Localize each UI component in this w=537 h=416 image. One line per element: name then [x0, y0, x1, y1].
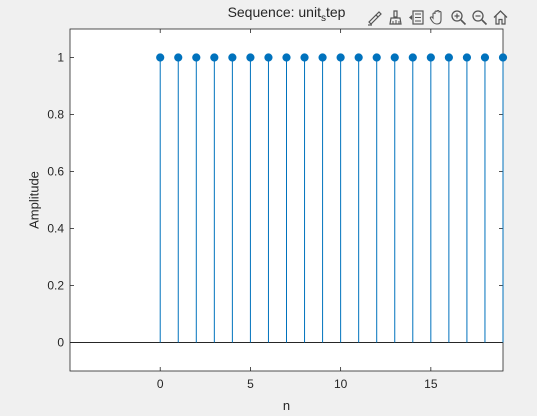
- y-axis-label: Amplitude: [26, 171, 42, 229]
- stem-marker: [444, 53, 453, 62]
- x-tick-label: 5: [247, 377, 254, 391]
- x-tick-label: 15: [424, 377, 438, 391]
- y-tick-label: 0.4: [47, 222, 64, 236]
- stem-marker: [372, 53, 381, 62]
- brush-icon: [367, 10, 382, 26]
- zoom-in-button[interactable]: [448, 7, 468, 27]
- stem-marker: [210, 53, 219, 62]
- y-tick-label: 0.8: [47, 108, 64, 122]
- y-tick-label: 1: [57, 51, 64, 65]
- brush-button[interactable]: [364, 7, 384, 27]
- data-tips-button[interactable]: [385, 7, 405, 27]
- stem-marker: [462, 53, 472, 62]
- restore-view-button[interactable]: [490, 7, 510, 27]
- tick-layer: 0 5 10 15 0 0.2 0.4 0.6 0.8 1: [47, 29, 503, 391]
- zoom-out-button[interactable]: [469, 7, 489, 27]
- stem-marker: [300, 53, 309, 62]
- stem-marker: [390, 53, 399, 62]
- stem-marker: [228, 53, 237, 62]
- x-tick-label: 0: [157, 377, 164, 391]
- stem-marker: [318, 53, 327, 62]
- stem-marker: [246, 53, 255, 62]
- stem-marker: [480, 53, 490, 62]
- zoom-in-icon: [450, 9, 466, 25]
- pan-button[interactable]: [427, 7, 447, 27]
- stem-marker: [264, 53, 273, 62]
- y-tick-label: 0.6: [47, 165, 64, 179]
- y-tick-label: 0.2: [47, 279, 64, 293]
- stem-marker: [192, 53, 201, 62]
- chart-title: Sequence: unitstep: [227, 4, 346, 24]
- axes-toolbar: [364, 7, 510, 27]
- x-axis-label: n: [282, 398, 291, 413]
- stem-marker: [282, 53, 291, 62]
- stems-layer: [70, 53, 508, 343]
- stem-marker: [498, 53, 508, 62]
- stem-marker: [426, 53, 435, 62]
- legend-icon: [408, 9, 424, 25]
- stem-marker: [156, 53, 165, 62]
- pan-icon: [429, 9, 442, 25]
- home-icon: [493, 9, 507, 25]
- stem-marker: [408, 53, 417, 62]
- stem-marker: [336, 53, 345, 62]
- paint-icon: [388, 9, 402, 25]
- x-tick-label: 10: [334, 377, 348, 391]
- stem-marker: [174, 53, 183, 62]
- legend-button[interactable]: [406, 7, 426, 27]
- y-tick-label: 0: [57, 336, 64, 350]
- stem-marker: [354, 53, 363, 62]
- zoom-out-icon: [471, 9, 487, 25]
